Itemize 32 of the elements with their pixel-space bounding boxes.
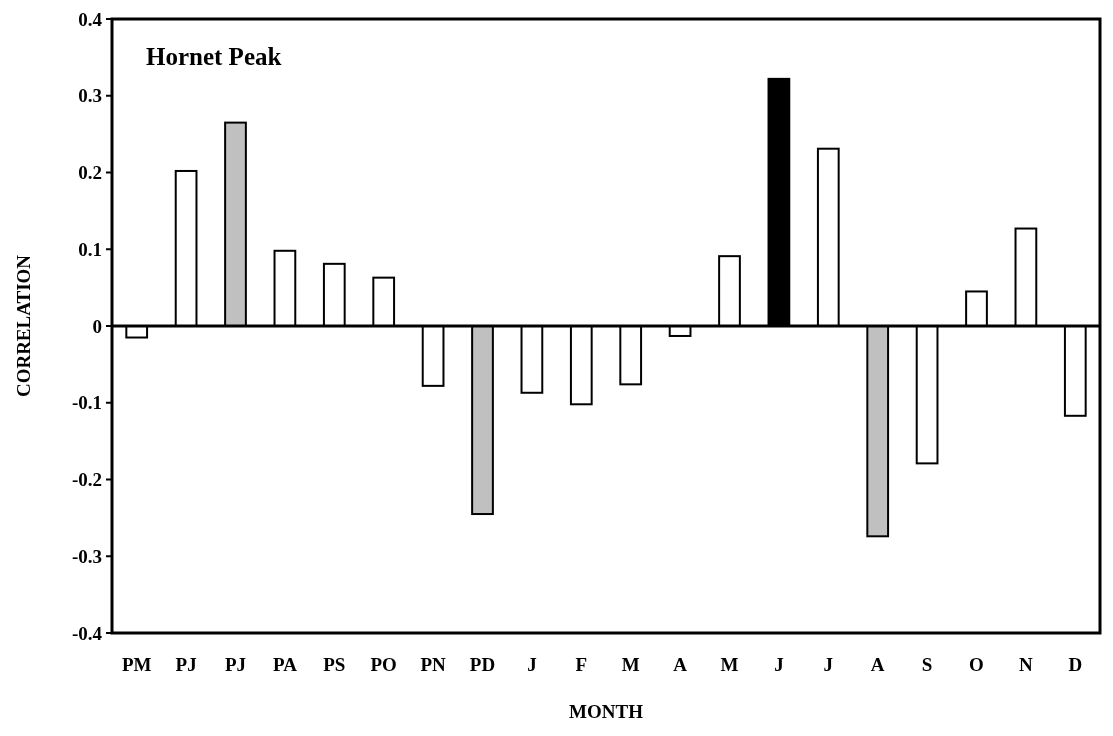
x-tick-label: PJ [175,654,197,675]
y-tick-label: -0.1 [71,392,102,414]
x-tick-label: PJ [224,654,247,675]
x-tick-label: PD [469,654,496,675]
x-tick-label: M [621,654,640,675]
x-axis-title: MONTH [569,701,644,722]
y-tick-label: -0.3 [71,545,102,567]
y-axis-title: CORRELATION [13,254,34,398]
x-tick-label: PN [420,654,447,675]
y-tick-label: 0.2 [78,162,102,184]
x-tick-label: O [969,654,984,675]
x-tick-label: A [870,654,885,675]
x-tick-label: PA [272,654,298,675]
x-tick-label: PO [370,654,397,675]
x-tick-label: J [774,654,784,675]
y-tick-label: -0.4 [71,622,103,644]
x-tick-label: J [527,654,537,675]
x-tick-label: PM [121,654,152,675]
x-tick-label: J [823,654,834,675]
x-tick-label: F [575,654,588,675]
x-tick-label: M [720,654,739,675]
y-tick-label: -0.2 [71,469,102,491]
y-tick-label: 0 [92,315,102,337]
x-tick-label: D [1068,654,1083,675]
y-tick-label: 0.4 [78,8,103,30]
x-tick-label: A [673,654,688,675]
text: Hornet Peak [146,43,282,70]
y-tick-label: 0.3 [78,85,102,107]
x-tick-label: S [921,654,933,675]
x-tick-label: PS [323,654,346,675]
y-tick-label: 0.1 [78,238,102,260]
x-tick-label: N [1019,654,1034,675]
